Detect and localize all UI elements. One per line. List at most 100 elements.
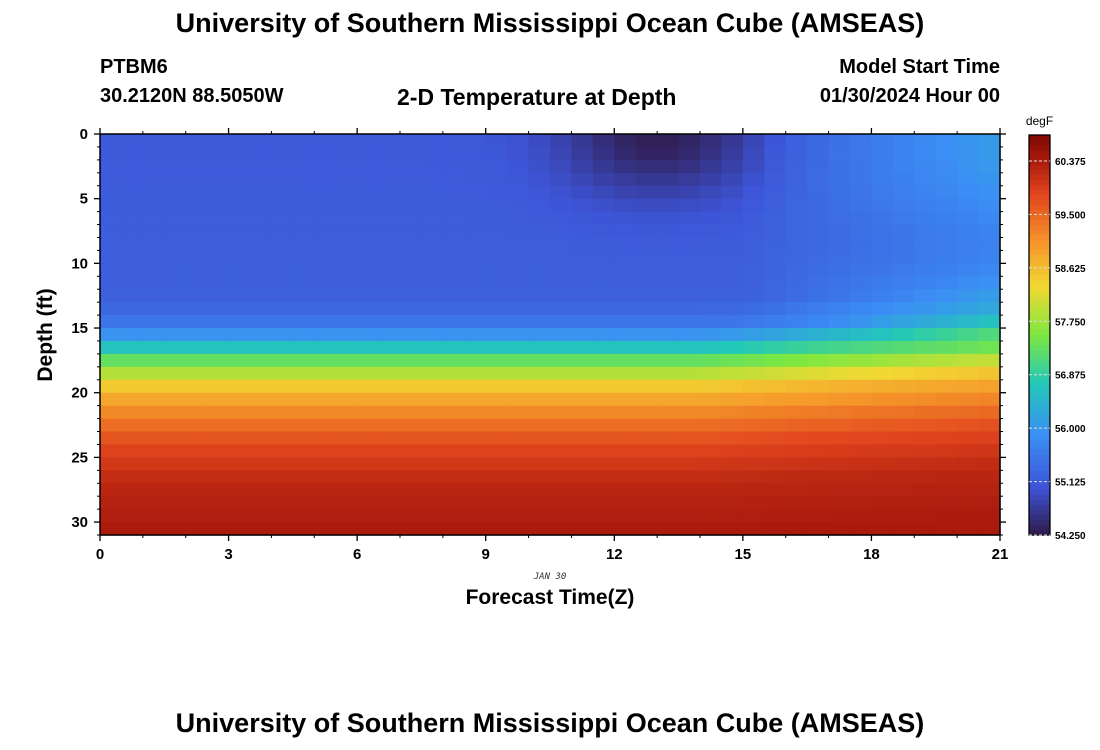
- heatmap-cell: [207, 340, 230, 355]
- colorbar-segment: [1029, 490, 1050, 496]
- heatmap-cell: [250, 379, 273, 394]
- heatmap-cell: [700, 392, 723, 407]
- colorbar-segment: [1029, 455, 1050, 461]
- x-tick-label: 3: [224, 546, 232, 563]
- heatmap-cell: [250, 224, 273, 239]
- heatmap-cell: [721, 328, 744, 342]
- heatmap-cell: [614, 431, 637, 446]
- heatmap-cell: [935, 328, 958, 342]
- heatmap-cell: [657, 405, 680, 420]
- heatmap-cell: [185, 315, 208, 329]
- heatmap-cell: [657, 134, 680, 148]
- heatmap-cell: [742, 289, 765, 303]
- heatmap-cell: [700, 340, 723, 355]
- heatmap-cell: [207, 289, 230, 303]
- heatmap-cell: [507, 379, 530, 394]
- heatmap-cell: [142, 134, 165, 148]
- heatmap-cell: [785, 457, 808, 471]
- heatmap-cell: [378, 457, 401, 471]
- heatmap-cell: [571, 159, 594, 174]
- heatmap-cell: [785, 340, 808, 355]
- colorbar-segment: [1029, 400, 1050, 406]
- heatmap-cell: [314, 237, 337, 252]
- heatmap-cell: [892, 392, 915, 407]
- heatmap-cell: [207, 522, 230, 536]
- heatmap-cell: [271, 496, 294, 510]
- heatmap-cell: [914, 470, 937, 484]
- x-tick-label: 15: [735, 546, 752, 563]
- heatmap-cell: [507, 263, 530, 277]
- heatmap-cell: [507, 509, 530, 523]
- heatmap-cell: [421, 366, 444, 381]
- heatmap-cell: [850, 483, 873, 497]
- heatmap-cell: [571, 172, 594, 187]
- heatmap-cell: [892, 379, 915, 394]
- heatmap-cell: [657, 392, 680, 407]
- heatmap-cell: [357, 263, 380, 277]
- heatmap-cell: [485, 418, 508, 433]
- heatmap-cell: [185, 250, 208, 264]
- heatmap-cell: [978, 431, 1001, 446]
- heatmap-cell: [550, 172, 573, 187]
- heatmap-cell: [614, 185, 637, 200]
- heatmap-cell: [357, 289, 380, 303]
- heatmap-cell: [400, 185, 423, 200]
- heatmap-cell: [400, 134, 423, 148]
- colorbar-segment: [1029, 240, 1050, 246]
- heatmap-cell: [550, 483, 573, 497]
- heatmap-cell: [657, 263, 680, 277]
- heatmap-cell: [400, 198, 423, 213]
- heatmap-cell: [807, 250, 830, 264]
- heatmap-cell: [314, 379, 337, 394]
- heatmap-cell: [142, 185, 165, 200]
- heatmap-cell: [100, 444, 123, 458]
- heatmap-cell: [207, 353, 230, 368]
- heatmap-cell: [571, 457, 594, 471]
- heatmap-cell: [464, 431, 487, 446]
- heatmap-cell: [571, 431, 594, 446]
- heatmap-cell: [957, 470, 980, 484]
- heatmap-cell: [914, 379, 937, 394]
- heatmap-cell: [142, 276, 165, 290]
- heatmap-cell: [485, 457, 508, 471]
- heatmap-cell: [292, 483, 315, 497]
- heatmap-cell: [828, 134, 851, 148]
- heatmap-cell: [507, 483, 530, 497]
- heatmap-cell: [207, 392, 230, 407]
- heatmap-cell: [464, 263, 487, 277]
- heatmap-cell: [892, 263, 915, 277]
- heatmap-cell: [185, 185, 208, 200]
- heatmap-cell: [935, 250, 958, 264]
- heatmap-cell: [464, 328, 487, 342]
- heatmap-cell: [207, 509, 230, 523]
- heatmap-cell: [357, 366, 380, 381]
- heatmap-cell: [292, 224, 315, 239]
- heatmap-cell: [442, 328, 465, 342]
- heatmap-cell: [721, 172, 744, 187]
- heatmap-cell: [892, 159, 915, 174]
- heatmap-cell: [142, 146, 165, 161]
- heatmap-cell: [828, 198, 851, 213]
- heatmap-cell: [785, 185, 808, 200]
- heatmap-cell: [400, 457, 423, 471]
- heatmap-cell: [700, 457, 723, 471]
- heatmap-cell: [850, 457, 873, 471]
- heatmap-cell: [657, 457, 680, 471]
- heatmap-cell: [228, 340, 251, 355]
- heatmap-cell: [164, 198, 187, 213]
- heatmap-cell: [914, 159, 937, 174]
- colorbar-segment: [1029, 345, 1050, 351]
- heatmap-cell: [292, 289, 315, 303]
- heatmap-cell: [357, 418, 380, 433]
- colorbar-segment: [1029, 310, 1050, 316]
- heatmap-cell: [207, 328, 230, 342]
- heatmap-cell: [978, 134, 1001, 148]
- heatmap-cell: [314, 444, 337, 458]
- heatmap-cell: [742, 328, 765, 342]
- heatmap-cell: [550, 509, 573, 523]
- heatmap-cell: [828, 444, 851, 458]
- heatmap-cell: [550, 405, 573, 420]
- heatmap-cell: [700, 418, 723, 433]
- heatmap-cell: [121, 302, 144, 316]
- heatmap-cell: [228, 289, 251, 303]
